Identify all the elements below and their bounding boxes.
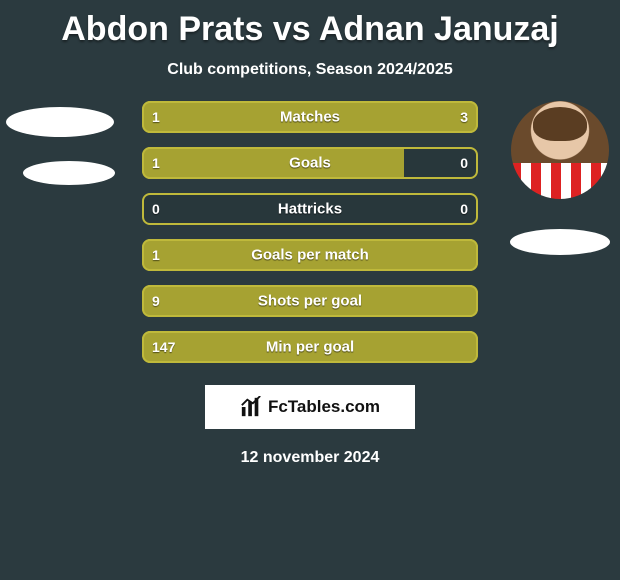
stat-bar: 9Shots per goal [142,285,478,317]
player-right-avatar [511,101,609,199]
stat-label: Goals per match [142,247,478,264]
stats-bars: 13Matches 10Goals 00Hattricks 1Goals per ma… [120,101,500,363]
player-right-photo [511,101,609,199]
player-left-avatar-placeholder [6,107,114,137]
player-left-flag-placeholder [23,161,115,185]
date-text: 12 november 2024 [241,449,380,467]
chart-icon [240,396,262,418]
page-title: Abdon Prats vs Adnan Januzaj [61,10,559,49]
player-right-flag-placeholder [510,229,610,255]
stat-bar: 10Goals [142,147,478,179]
stat-label: Min per goal [142,339,478,356]
stat-bar: 00Hattricks [142,193,478,225]
branding-badge: FcTables.com [205,385,415,429]
stat-label: Shots per goal [142,293,478,310]
stat-bar: 1Goals per match [142,239,478,271]
branding-text: FcTables.com [268,397,380,417]
stat-label: Hattricks [142,201,478,218]
stat-label: Goals [142,155,478,172]
stat-bar: 147Min per goal [142,331,478,363]
stat-label: Matches [142,109,478,126]
player-right-col [500,101,620,363]
page-subtitle: Club competitions, Season 2024/2025 [167,61,452,79]
player-left-col [0,101,120,363]
stat-bar: 13Matches [142,101,478,133]
comparison-infographic: Abdon Prats vs Adnan Januzaj Club compet… [0,0,620,580]
main-row: 13Matches 10Goals 00Hattricks 1Goals per ma… [0,101,620,363]
